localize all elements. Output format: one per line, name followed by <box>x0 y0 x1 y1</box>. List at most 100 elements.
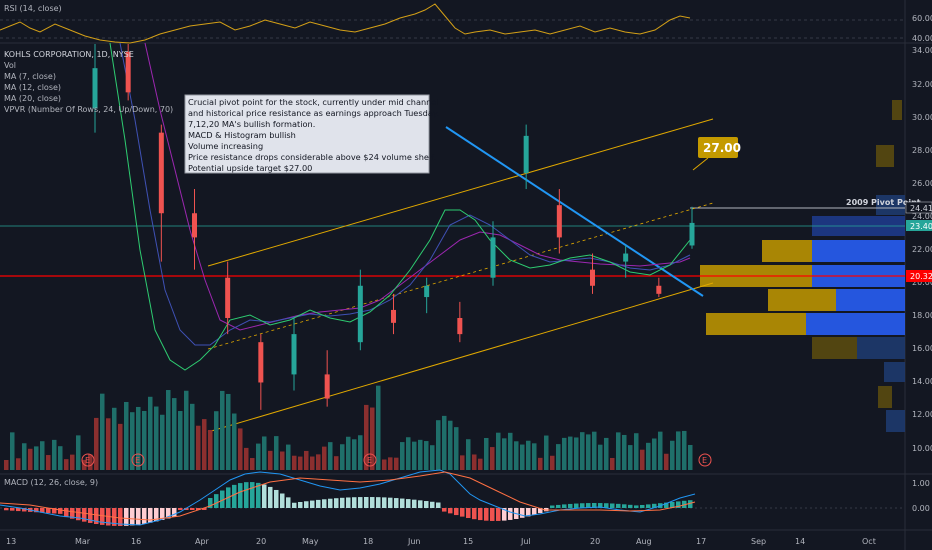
macd-hist-bar <box>286 497 291 508</box>
macd-hist-bar <box>376 497 381 508</box>
rsi-pane: RSI (14, close) 60.00 40.00 <box>0 3 932 44</box>
channel-mid <box>207 202 714 350</box>
macd-hist-bar <box>4 508 9 511</box>
time-tick: 15 <box>463 537 473 546</box>
candle-body <box>391 309 396 323</box>
volume-bar <box>442 415 447 470</box>
volume-bar <box>64 459 69 470</box>
volume-bar <box>136 406 141 470</box>
macd-hist-bar <box>412 499 417 508</box>
volume-bar <box>340 444 345 470</box>
volume-bar <box>154 406 159 470</box>
channel-upper <box>207 118 714 267</box>
rsi-title: RSI (14, close) <box>4 4 62 13</box>
volume-bar <box>94 417 99 470</box>
volume-bar <box>280 451 285 470</box>
time-tick: May <box>302 537 319 546</box>
volume-bar <box>538 457 543 470</box>
volume-bar <box>148 396 153 470</box>
macd-hist-bar <box>352 497 357 508</box>
candle-body <box>523 135 529 173</box>
annotation-box[interactable]: Crucial pivot point for the stock, curre… <box>184 94 439 174</box>
volume-bar <box>520 444 525 470</box>
macd-hist-bar <box>592 503 597 508</box>
macd-hist-bar <box>562 504 567 508</box>
macd-hist-bar <box>250 482 255 508</box>
macd-hist-bar <box>94 508 99 525</box>
macd-hist-bar <box>310 500 315 508</box>
macd-hist-bar <box>628 504 633 508</box>
macd-hist-bar <box>280 493 285 508</box>
volume-bar <box>394 457 399 470</box>
volume-bar <box>118 423 123 470</box>
ma12-line <box>119 42 691 346</box>
time-tick: 14 <box>795 537 805 546</box>
volume-bar <box>274 436 279 470</box>
macd-tick-1: 1.00 <box>912 479 930 488</box>
legend-ma20: MA (20, close) <box>4 94 61 103</box>
price-tick: 12.00 <box>912 410 932 419</box>
macd-hist-bar <box>64 508 69 518</box>
macd-hist-bar <box>634 505 639 508</box>
pivot-point-label: 2009 Pivot Point <box>846 198 921 207</box>
legend-vpvr: VPVR (Number Of Rows, 24, Up/Down, 70) <box>4 105 173 114</box>
price-tick: 24.00 <box>912 212 932 221</box>
candle-body <box>258 342 264 383</box>
macd-hist-bar <box>496 508 501 521</box>
blue-trendline <box>445 126 704 297</box>
price-tick: 32.00 <box>912 80 932 89</box>
volume-bar <box>598 444 603 470</box>
annotation-line-1: Crucial pivot point for the stock, curre… <box>188 97 439 107</box>
volume-bar <box>130 412 135 470</box>
macd-hist-bar <box>256 482 261 508</box>
volume-bar <box>460 455 465 470</box>
candle-body <box>590 269 595 286</box>
macd-title: MACD (12, 26, close, 9) <box>4 478 98 487</box>
macd-hist-bar <box>604 503 609 508</box>
volume-bar <box>52 439 57 470</box>
earnings-label-4: E <box>702 456 707 465</box>
price-tick: 14.00 <box>912 377 932 386</box>
price-tick: 34.00 <box>912 46 932 55</box>
volume-bar <box>346 436 351 470</box>
volume-bar <box>226 393 231 470</box>
price-tick: 22.00 <box>912 245 932 254</box>
rsi-line <box>0 3 691 44</box>
macd-hist-bar <box>526 508 531 517</box>
legend-vol: Vol <box>4 61 16 70</box>
macd-hist-bar <box>148 508 153 523</box>
macd-hist-bar <box>484 508 489 521</box>
macd-hist-bar <box>466 508 471 519</box>
volume-bar <box>592 431 597 470</box>
macd-hist-bar <box>676 501 681 508</box>
volume-bar <box>424 441 429 470</box>
macd-signal-line <box>0 471 696 521</box>
volume-bar <box>544 435 549 470</box>
legend-ma12: MA (12, close) <box>4 83 61 92</box>
macd-hist-bar <box>556 504 561 508</box>
volume-bar <box>382 459 387 470</box>
volume-bar <box>160 414 165 470</box>
macd-hist-bar <box>598 503 603 508</box>
volume-bar <box>658 431 663 470</box>
annotation-line-7: Potential upside target $27.00 <box>188 163 312 173</box>
volume-bar <box>232 413 237 470</box>
macd-hist-bar <box>238 483 243 508</box>
time-axis[interactable]: 13 Mar 16 Apr 20 May 18 Jun 15 Jul 20 Au… <box>6 537 876 546</box>
volume-bar <box>238 428 243 470</box>
candle-body <box>424 285 430 298</box>
macd-hist-bar <box>430 501 435 508</box>
macd-hist-bar <box>400 498 405 508</box>
macd-tick-0: 0.00 <box>912 504 930 513</box>
candle-body <box>656 285 662 294</box>
price-axis[interactable]: 34.00 32.00 30.00 28.00 26.00 24.00 22.0… <box>905 46 932 453</box>
volume-bar <box>688 444 693 470</box>
volume-bar <box>670 440 675 470</box>
macd-hist-bar <box>358 497 363 508</box>
macd-hist-bar <box>568 503 573 508</box>
macd-hist-bar <box>178 508 183 510</box>
earnings-marker-3 <box>363 453 377 467</box>
macd-hist-bar <box>652 503 657 508</box>
target-callout[interactable]: 27.00 <box>692 137 741 171</box>
